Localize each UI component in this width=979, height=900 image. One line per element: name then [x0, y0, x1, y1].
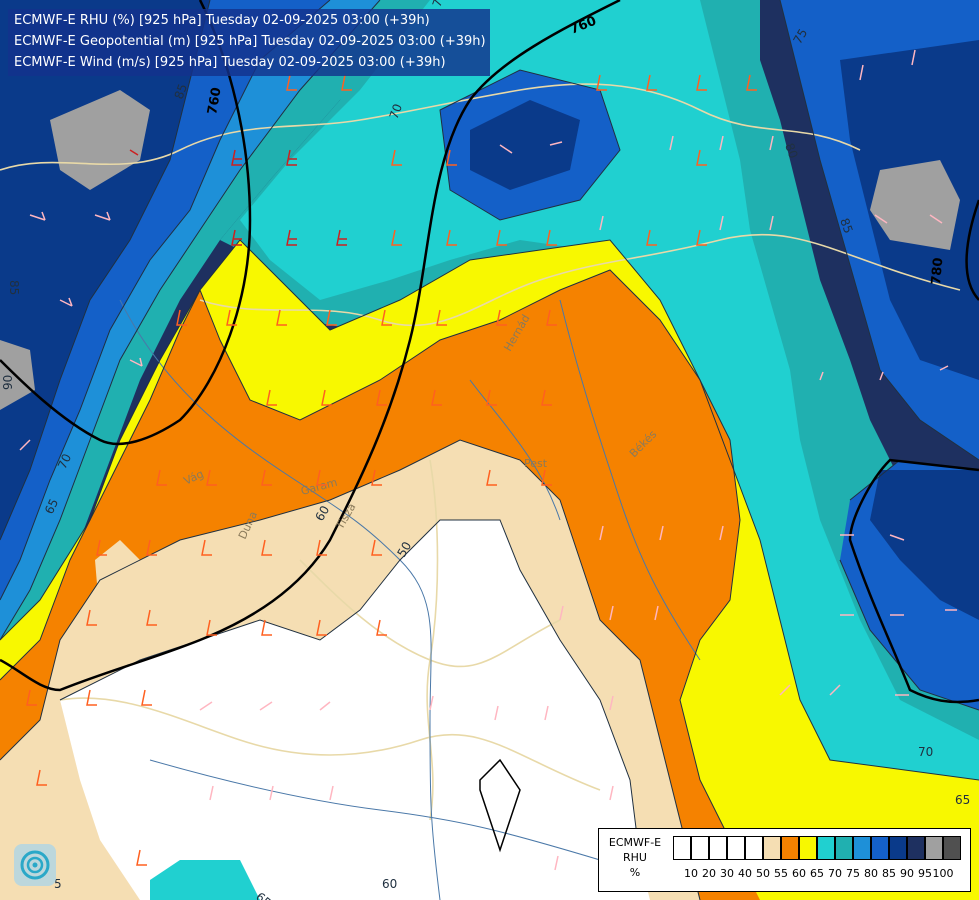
legend-swatch: [853, 836, 871, 860]
rhu-zone-85-north-pocket: [470, 100, 580, 190]
rhu-zone-65-north: [240, 0, 979, 780]
legend-swatch: [907, 836, 925, 860]
legend-swatch: [817, 836, 835, 860]
legend-variable: RHU: [623, 851, 647, 864]
legend-swatch: [781, 836, 799, 860]
color-legend: ECMWF-E RHU % 10 20 30 40 50 55 60 65 70 75 80 85 90…: [598, 828, 971, 892]
rhu-label: 65: [42, 497, 61, 517]
rhu-label: 50: [394, 539, 414, 559]
rhu-label: 90: [1, 375, 15, 390]
rhu-label: 70: [918, 745, 933, 759]
header-rhu: ECMWF-E RHU (%) [925 hPa] Tuesday 02-09-…: [14, 13, 430, 28]
rhu-label: 85: [7, 280, 21, 295]
legend-tick-label: 60: [792, 867, 806, 880]
rhu-label: 80: [782, 141, 800, 160]
legend-swatch: [889, 836, 907, 860]
geopotential-line-780-southeast: [848, 458, 979, 704]
rhu-label: 60: [382, 877, 397, 891]
rhu-zone-85-west: [0, 0, 210, 540]
legend-swatch: [943, 836, 961, 860]
rivers: [119, 299, 701, 900]
legend-tick-label: 50: [756, 867, 770, 880]
legend-swatch: [691, 836, 709, 860]
omsz-logo: [14, 844, 56, 886]
rhu-label: 65: [253, 890, 274, 900]
rhu-label: 70: [55, 452, 74, 472]
rhu-label: 60: [312, 503, 332, 523]
rhu-zone-95-west: [50, 90, 150, 190]
legend-tick-label: 100: [932, 867, 954, 880]
legend-title: ECMWF-E RHU %: [599, 835, 671, 880]
legend-tick-label: 40: [738, 867, 752, 880]
legend-tick-label: 20: [702, 867, 716, 880]
place-label: Pest: [524, 457, 548, 470]
rhu-zone-65-sw: [150, 860, 260, 900]
legend-swatch: [763, 836, 781, 860]
legend-unit: %: [629, 866, 641, 879]
rhu-label: 75: [790, 26, 810, 46]
geopotential-line-700-sw: [479, 758, 521, 853]
geopotential-label-780-east: 780: [929, 257, 946, 285]
legend-swatch: [727, 836, 745, 860]
geopotential-contours: [0, 0, 979, 853]
legend-tick-label: 90: [900, 867, 914, 880]
map-header: ECMWF-E RHU (%) [925 hPa] Tuesday 02-09-…: [8, 9, 490, 76]
geopotential-line-760-west: [0, 0, 252, 446]
legend-swatch: [799, 836, 817, 860]
header-geopotential: ECMWF-E Geopotential (m) [925 hPa] Tuesd…: [14, 34, 486, 49]
legend-swatch: [673, 836, 691, 860]
legend-tick-label: 55: [774, 867, 788, 880]
legend-tick-label: 75: [846, 867, 860, 880]
legend-tick-label: 65: [810, 867, 824, 880]
borders: [0, 83, 961, 821]
logo-swirl-icon: [20, 850, 50, 880]
rhu-label: 70: [387, 102, 405, 121]
legend-swatch: [745, 836, 763, 860]
rhu-label: 5: [54, 877, 62, 891]
rhu-label: 65: [955, 793, 970, 807]
rhu-label: 75: [430, 0, 448, 9]
geopotential-line-780-east: [965, 199, 979, 301]
rhu-zone-95-west2: [0, 340, 35, 410]
rhu-zone-85-southeast: [870, 470, 979, 620]
legend-tick-label: 85: [882, 867, 896, 880]
wind-barbs: [19, 49, 957, 871]
rhu-zone-lt50: [60, 520, 650, 900]
legend-model: ECMWF-E: [608, 836, 662, 849]
rhu-label: 85: [837, 216, 855, 235]
legend-swatches: [673, 836, 961, 860]
legend-swatch: [925, 836, 943, 860]
rhu-label: 85: [172, 82, 190, 101]
rhu-zone-55-patch: [95, 540, 140, 620]
legend-tick-label: 10: [684, 867, 698, 880]
geopotential-label-760-west: 760: [205, 86, 224, 115]
legend-tick-label: 80: [864, 867, 878, 880]
rhu-zone-95-east: [870, 160, 960, 250]
geopotential-line-760-center: [0, 0, 621, 692]
legend-tick-label: 30: [720, 867, 734, 880]
legend-tick-label: 70: [828, 867, 842, 880]
legend-swatch: [835, 836, 853, 860]
legend-swatch: [871, 836, 889, 860]
legend-tick-label: 95: [918, 867, 932, 880]
legend-swatch: [709, 836, 727, 860]
header-wind: ECMWF-E Wind (m/s) [925 hPa] Tuesday 02-…: [14, 55, 446, 70]
